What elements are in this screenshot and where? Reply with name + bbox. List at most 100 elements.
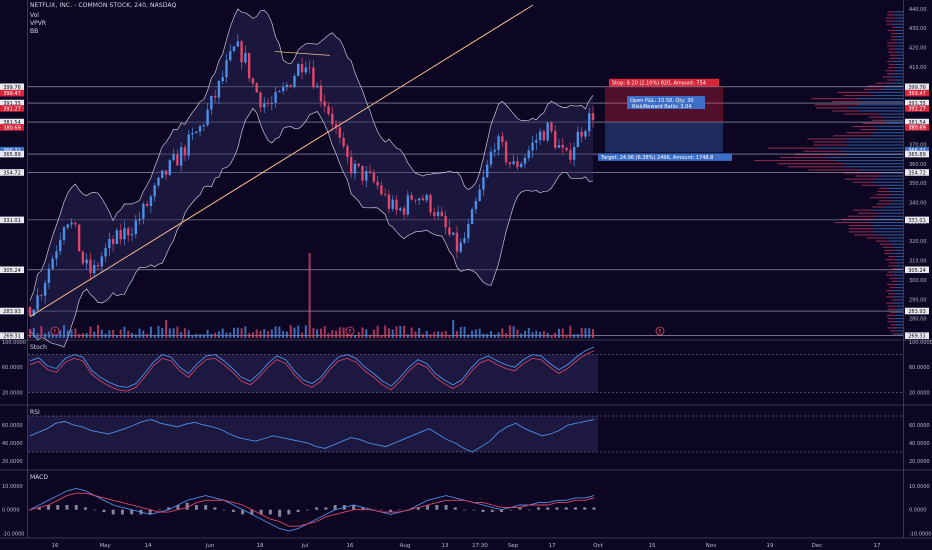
candle-body	[93, 265, 96, 274]
vpvr-bar	[887, 308, 897, 310]
target-label: Target: 24.96 (6.38%) 2496, Amount: 1748…	[600, 155, 713, 161]
right-level-label-bg	[905, 89, 929, 97]
volume-bar	[161, 327, 164, 338]
macd-histogram-bar	[65, 505, 69, 510]
price-tick-label: 320.00	[909, 239, 927, 245]
right-level-label-bg	[905, 307, 929, 315]
volume-bar	[89, 326, 92, 338]
vpvr-bar	[876, 215, 903, 217]
volume-bar	[63, 325, 66, 338]
vpvr-bar	[868, 221, 903, 224]
candle-body	[51, 258, 54, 269]
volume-bar	[573, 334, 576, 338]
volume-bar	[391, 329, 394, 338]
band-fill	[28, 354, 598, 393]
candle-body	[274, 92, 277, 103]
macd-histogram-bar	[250, 509, 254, 515]
right-level-label-bg	[905, 118, 929, 126]
volume-bar	[580, 327, 583, 338]
candle-body	[74, 222, 77, 225]
volume-bar	[561, 328, 564, 338]
earnings-marker-label: E	[53, 329, 56, 335]
candle-body	[417, 198, 421, 201]
volume-bar	[97, 325, 100, 338]
candle-body	[40, 295, 43, 296]
volume-bar	[482, 333, 485, 338]
candle-body	[206, 109, 209, 126]
vpvr-bar	[891, 243, 903, 245]
time-tick-label: 17	[549, 543, 556, 549]
price-tick-label: 360.00	[909, 162, 927, 168]
volume-bar	[36, 333, 39, 338]
vpvr-bar	[777, 163, 846, 165]
vpvr-bar	[894, 317, 903, 320]
vpvr-bar	[893, 73, 903, 75]
left-level-label: 283.93	[3, 309, 21, 315]
right-tick-label: 0.0000	[909, 508, 927, 514]
volume-bar	[206, 329, 209, 338]
vpvr-bar	[872, 231, 903, 233]
volume-bar	[217, 331, 220, 338]
vpvr-bar	[859, 110, 903, 112]
vpvr-bar	[896, 57, 903, 59]
candle-body	[168, 160, 172, 175]
study-vol-label[interactable]: Vol	[30, 12, 39, 19]
price-tick-label: 340.00	[909, 200, 927, 206]
candle-body	[251, 78, 255, 84]
earnings-marker-label: E	[348, 329, 351, 335]
vpvr-bar	[894, 51, 903, 53]
volume-bar	[134, 334, 137, 338]
macd-histogram-bar	[555, 507, 559, 510]
vpvr-bar	[893, 271, 903, 273]
candle-body	[130, 234, 134, 236]
vpvr-bar	[867, 91, 903, 94]
candle-body	[463, 238, 466, 243]
candle-body	[195, 131, 198, 134]
vpvr-bar	[888, 48, 896, 50]
candle-body	[554, 131, 557, 148]
volume-bar	[297, 325, 300, 338]
candle-body	[588, 113, 591, 132]
price-tick-label: 410.00	[909, 65, 927, 71]
vpvr-bar	[847, 144, 903, 146]
left-level-label-bg	[0, 99, 24, 107]
study-bb-label[interactable]: BB	[30, 28, 39, 35]
right-level-label-bg	[905, 124, 929, 131]
candle-body	[372, 172, 376, 182]
target-zone	[605, 122, 723, 153]
candle-body	[315, 85, 319, 88]
candle-body	[459, 242, 462, 252]
macd-histogram-bar	[259, 509, 263, 515]
candle-body	[327, 106, 330, 114]
volume-bar	[425, 330, 428, 338]
volume-bar	[93, 331, 96, 338]
left-level-label: 354.72	[3, 170, 21, 176]
candle-body	[353, 163, 357, 174]
candle-body	[493, 149, 496, 152]
vpvr-bar	[871, 181, 903, 183]
left-level-label: 331.01	[3, 218, 21, 224]
volume-bar	[421, 334, 424, 338]
right-tick-label: 20.0000	[909, 390, 930, 396]
vpvr-bar	[887, 11, 894, 13]
volume-bar	[467, 334, 470, 338]
macd-histogram-bar	[352, 505, 356, 510]
vpvr-bar	[826, 156, 903, 159]
candle-body	[395, 199, 398, 211]
volume-bar	[40, 326, 43, 338]
vpvr-bar	[886, 23, 893, 25]
right-level-label: 391.35	[908, 101, 926, 107]
volume-bar	[508, 325, 511, 338]
vpvr-bar	[852, 209, 872, 211]
candle-body	[433, 212, 436, 216]
vpvr-bar	[892, 302, 903, 304]
candle-body	[342, 137, 345, 147]
study-vpvr-label[interactable]: VPVR	[30, 20, 46, 27]
volume-bar	[263, 329, 266, 338]
vpvr-bar	[896, 26, 903, 28]
volume-bar	[505, 333, 508, 338]
open-pnl-label-bg	[627, 96, 705, 109]
candle-body	[440, 211, 444, 217]
left-level-label: 269.31	[3, 334, 21, 340]
